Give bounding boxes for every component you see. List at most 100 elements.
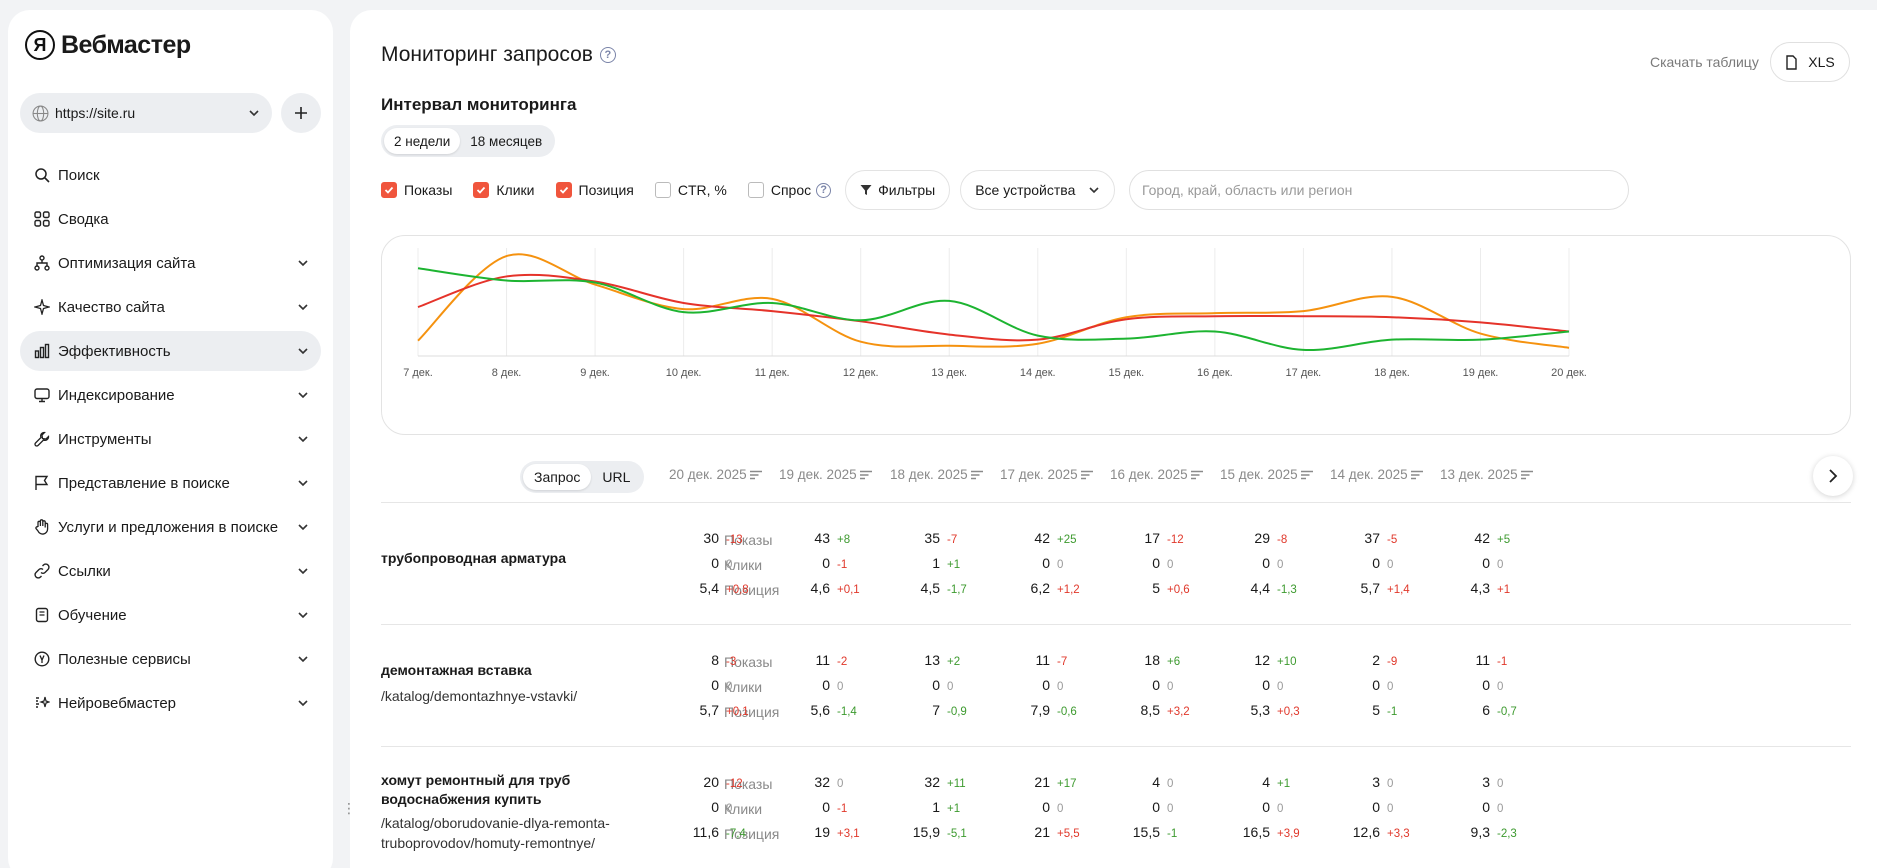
sidebar-item-3[interactable]: Качество сайта bbox=[20, 287, 321, 327]
xls-download-button[interactable]: XLS bbox=[1770, 42, 1850, 82]
metric-delta: -12 bbox=[1167, 534, 1184, 546]
tab-query[interactable]: Запрос bbox=[523, 464, 592, 490]
sidebar-item-6[interactable]: Инструменты bbox=[20, 419, 321, 459]
sidebar-item-1[interactable]: Сводка bbox=[20, 199, 321, 239]
metric-delta: 0 bbox=[1167, 559, 1174, 571]
region-input[interactable]: Город, край, область или регион bbox=[1129, 170, 1629, 210]
sidebar-item-9[interactable]: Ссылки bbox=[20, 551, 321, 591]
date-column-header[interactable]: 16 дек. 2025 bbox=[1110, 467, 1203, 482]
metric-value: 0 bbox=[1042, 677, 1050, 693]
sidebar-item-8[interactable]: Услуги и предложения в поиске bbox=[20, 507, 321, 547]
metric-delta: +0,3 bbox=[1277, 706, 1300, 718]
interval-option-2-weeks[interactable]: 2 недели bbox=[384, 128, 461, 154]
metric-delta: +8 bbox=[837, 534, 851, 546]
metric-value: 4 bbox=[1152, 774, 1160, 790]
checkbox-position[interactable]: Позиция bbox=[555, 182, 634, 198]
metric-cell-clicks: 0 -1 bbox=[767, 555, 897, 571]
site-select[interactable]: https://site.ru bbox=[20, 93, 272, 133]
date-column-header[interactable]: 15 дек. 2025 bbox=[1220, 467, 1313, 482]
chart-x-tick-label: 9 дек. bbox=[580, 367, 610, 379]
date-column-label: 17 дек. 2025 bbox=[1000, 467, 1078, 482]
monitoring-chart: 7 дек. 8 дек. 9 дек. 10 дек. 11 дек. 12 дек. 1… bbox=[381, 235, 1851, 435]
sidebar-item-11[interactable]: Полезные сервисы bbox=[20, 639, 321, 679]
date-column-header[interactable]: 17 дек. 2025 bbox=[1000, 467, 1093, 482]
metric-value: 30 bbox=[703, 530, 719, 546]
query-url[interactable]: /katalog/demontazhnye-vstavki/ bbox=[381, 688, 578, 704]
date-column-label: 16 дек. 2025 bbox=[1110, 467, 1188, 482]
query-text[interactable]: хомут ремонтный для труб водоснабжения к… bbox=[381, 772, 571, 807]
metric-value: 0 bbox=[1482, 677, 1490, 693]
sidebar-item-label: Оптимизация сайта bbox=[58, 254, 196, 272]
metric-delta: 0 bbox=[1057, 559, 1064, 571]
metric-value: 0 bbox=[822, 799, 830, 815]
metric-value: 11 bbox=[815, 652, 830, 668]
metric-value: 0 bbox=[1482, 555, 1490, 571]
metric-value: 0 bbox=[711, 677, 719, 693]
checkbox-ctr[interactable]: CTR, % bbox=[654, 182, 727, 198]
sidebar-item-0[interactable]: Поиск bbox=[20, 155, 321, 195]
chevron-right-icon bbox=[1829, 469, 1838, 483]
chevron-down-icon bbox=[298, 348, 308, 355]
metric-value: 37 bbox=[1364, 530, 1380, 546]
add-site-button[interactable] bbox=[281, 93, 321, 133]
filters-button[interactable]: Фильтры bbox=[845, 170, 951, 210]
sidebar: Я Вебмастер https://site.ru Поиск Сводка О… bbox=[8, 10, 371, 868]
chevron-down-icon bbox=[249, 110, 259, 117]
metric-cell-position: 5 -1 bbox=[1317, 702, 1447, 718]
metric-delta: 0 bbox=[1497, 803, 1504, 815]
chart-x-tick-label: 17 дек. bbox=[1286, 367, 1322, 379]
date-column-header[interactable]: 19 дек. 2025 bbox=[779, 467, 872, 482]
date-column-header[interactable]: 20 дек. 2025 bbox=[669, 467, 762, 482]
device-select[interactable]: Все устройства bbox=[960, 170, 1116, 210]
sidebar-item-label: Нейровебмастер bbox=[58, 694, 177, 712]
next-page-button[interactable] bbox=[1813, 456, 1853, 496]
chart-series-line-0 bbox=[417, 253, 1570, 349]
checkbox-ctr-label: CTR, % bbox=[677, 182, 727, 198]
checkbox-shows[interactable]: Показы bbox=[381, 182, 452, 198]
chevron-down-icon bbox=[298, 700, 308, 707]
metric-value: 0 bbox=[822, 677, 830, 693]
date-column-header[interactable]: 14 дек. 2025 bbox=[1330, 467, 1423, 482]
chart-x-tick-label: 12 дек. bbox=[843, 367, 879, 379]
metric-value: 3 bbox=[1372, 774, 1380, 790]
date-column-header[interactable]: 13 дек. 2025 bbox=[1440, 467, 1533, 482]
help-icon[interactable]: ? bbox=[816, 182, 832, 198]
date-column-header[interactable]: 18 дек. 2025 bbox=[890, 467, 983, 482]
sidebar-item-10[interactable]: Обучение bbox=[20, 595, 321, 635]
metric-delta: 0 bbox=[947, 681, 954, 693]
metric-value: 0 bbox=[1372, 799, 1380, 815]
sidebar-item-12[interactable]: Нейровебмастер bbox=[20, 683, 321, 723]
metric-delta: +3,3 bbox=[1387, 828, 1410, 840]
query-text[interactable]: демонтажная вставка bbox=[381, 662, 532, 678]
sidebar-item-4[interactable]: Эффективность bbox=[20, 331, 321, 371]
checkbox-clicks[interactable]: Клики bbox=[473, 182, 535, 198]
metric-value: 0 bbox=[1372, 677, 1380, 693]
query-url[interactable]: /katalog/oborudovanie-dlya-remonta-trubo… bbox=[381, 815, 610, 851]
sidebar-item-2[interactable]: Оптимизация сайта bbox=[20, 243, 321, 283]
sidebar-item-5[interactable]: Индексирование bbox=[20, 375, 321, 415]
metric-value: 0 bbox=[822, 555, 830, 571]
logo[interactable]: Я Вебмастер bbox=[25, 30, 191, 60]
query-text[interactable]: трубопроводная арматура bbox=[381, 550, 567, 566]
metric-delta: +3,1 bbox=[837, 828, 860, 840]
metric-value: 9,3 bbox=[1470, 824, 1490, 840]
metric-delta: +6 bbox=[1167, 656, 1181, 668]
metric-delta: 0 bbox=[1167, 681, 1174, 693]
metric-value: 5,7 bbox=[699, 702, 719, 718]
metric-delta: -0,9 bbox=[947, 706, 967, 718]
metric-delta: +0,6 bbox=[1167, 584, 1190, 596]
interval-option-18-months[interactable]: 18 месяцев bbox=[470, 133, 543, 149]
sitemap-icon bbox=[34, 255, 50, 271]
checkbox-demand[interactable]: Спрос? bbox=[747, 182, 832, 198]
sidebar-item-7[interactable]: Представление в поиске bbox=[20, 463, 321, 503]
metric-value: 11 bbox=[1035, 652, 1050, 668]
sort-icon bbox=[970, 470, 983, 479]
date-column-label: 19 дек. 2025 bbox=[779, 467, 857, 482]
chart-x-tick-label: 7 дек. bbox=[403, 367, 433, 379]
tab-url[interactable]: URL bbox=[602, 469, 631, 485]
help-icon[interactable]: ? bbox=[599, 47, 616, 63]
